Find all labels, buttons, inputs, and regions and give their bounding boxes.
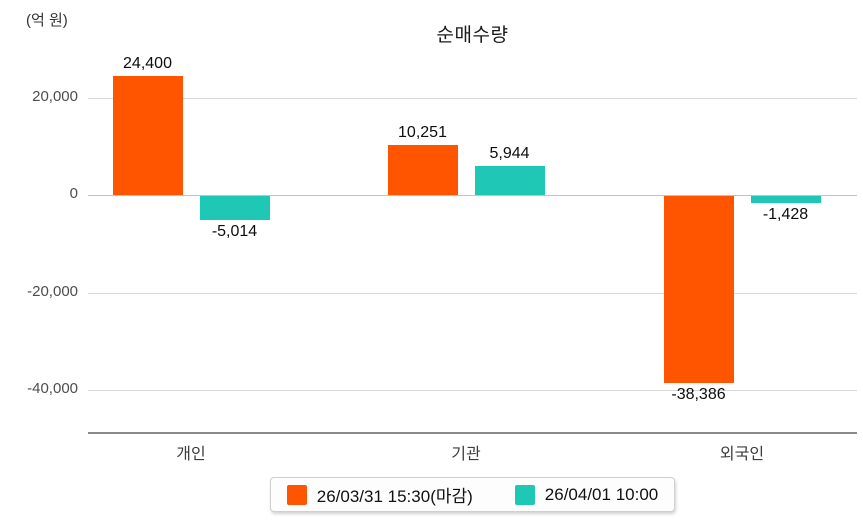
y-axis-tick-label: 20,000 — [32, 87, 78, 105]
gridline--40000 — [88, 390, 857, 391]
bar-외국인-series-0[interactable] — [663, 196, 734, 384]
bar-value-label: 24,400 — [123, 55, 172, 73]
y-axis-tick-label: -20,000 — [27, 282, 78, 300]
y-axis-tick-label: 0 — [69, 185, 78, 202]
legend-label-series-1: 26/04/01 10:00 — [544, 484, 659, 504]
gridline--20000 — [88, 292, 857, 294]
bar-value-label: 5,944 — [489, 145, 530, 163]
bar-개인-series-1[interactable] — [199, 196, 270, 221]
bar-value-label: 10,251 — [398, 124, 447, 142]
chart-title: 순매수량 — [436, 25, 509, 46]
gridline-0 — [88, 195, 857, 196]
y-axis-tick-label: -40,000 — [27, 380, 78, 397]
bar-value-label: -5,014 — [211, 223, 258, 241]
y-axis-unit-label: (억 원) — [26, 12, 68, 29]
legend-label-series-0: 26/03/31 15:30(마감) — [316, 487, 473, 506]
x-axis-category-label-기관: 기관 — [451, 446, 481, 463]
gridline-20000 — [88, 97, 857, 99]
bar-value-label: -38,386 — [671, 386, 726, 404]
x-axis-category-label-외국인: 외국인 — [719, 446, 765, 463]
bar-개인-series-0[interactable] — [112, 76, 183, 195]
legend-container: 26/03/31 15:30(마감) 26/04/01 10:00 — [88, 477, 857, 512]
legend-item-series-1[interactable]: 26/04/01 10:00 — [514, 484, 659, 505]
legend: 26/03/31 15:30(마감) 26/04/01 10:00 — [269, 477, 676, 512]
bar-외국인-series-1[interactable] — [750, 196, 821, 203]
legend-swatch-orange — [286, 484, 307, 505]
legend-item-series-0[interactable]: 26/03/31 15:30(마감) — [286, 482, 473, 507]
bar-value-label: -1,428 — [762, 205, 809, 223]
x-axis-line — [88, 432, 857, 434]
bar-기관-series-1[interactable] — [474, 166, 545, 195]
x-axis-category-label-개인: 개인 — [176, 446, 206, 463]
legend-swatch-teal — [514, 484, 535, 505]
bar-기관-series-0[interactable] — [387, 145, 458, 195]
